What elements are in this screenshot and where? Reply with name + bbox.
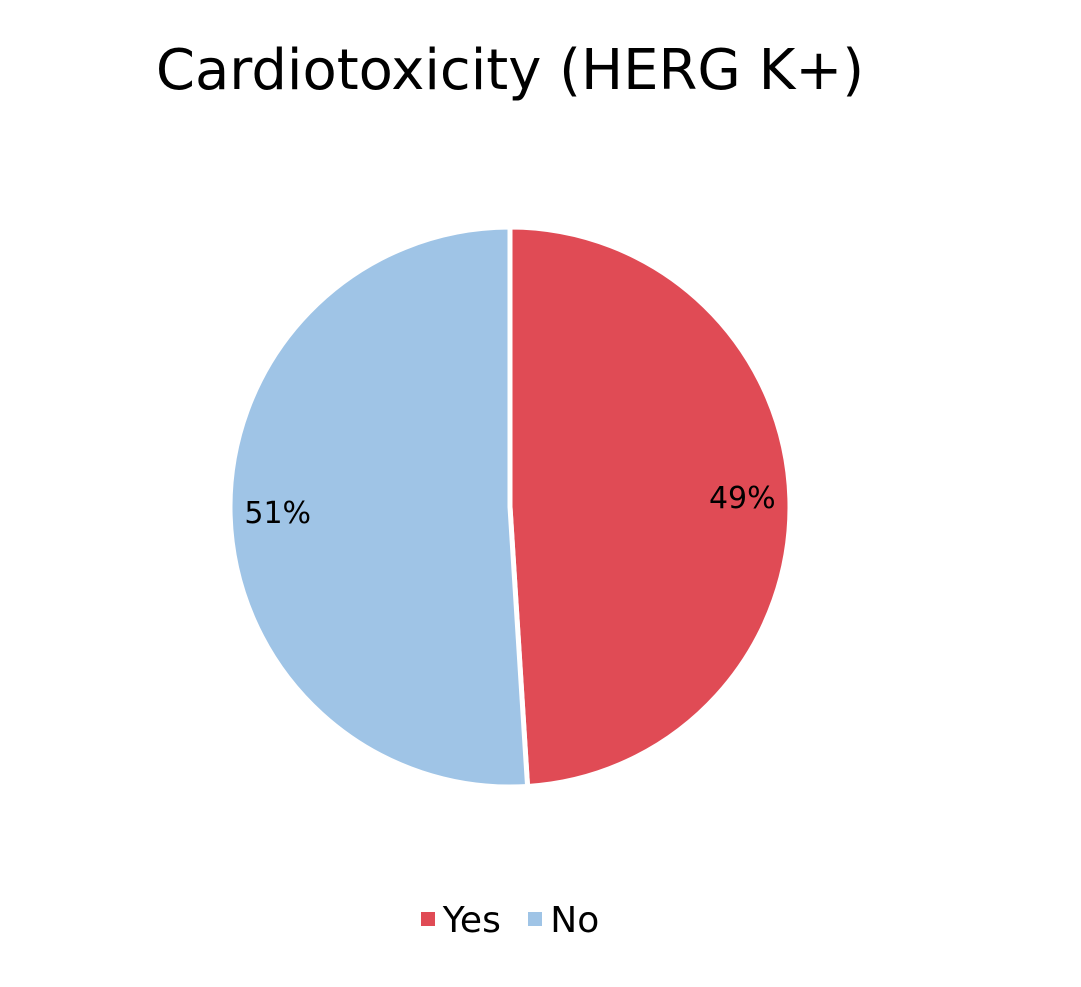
legend-item-no: No <box>528 900 599 941</box>
legend-item-yes: Yes <box>420 900 501 941</box>
chart-title: Cardiotoxicity (HERG K+) <box>155 38 865 103</box>
pie-slice-yes <box>507 224 793 789</box>
legend-label-no: No <box>550 900 600 941</box>
legend-swatch-no <box>528 912 543 926</box>
legend-label-yes: Yes <box>442 900 501 941</box>
pie-slice-no <box>227 224 531 790</box>
legend: Yes No <box>0 900 1020 941</box>
legend-swatch-yes <box>420 912 435 926</box>
data-label-no: 51% <box>244 496 311 531</box>
data-label-yes: 49% <box>709 481 776 516</box>
